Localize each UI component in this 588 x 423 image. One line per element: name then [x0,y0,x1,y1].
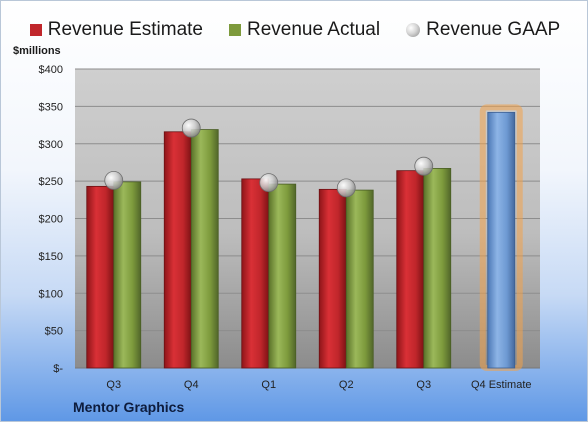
legend: Revenue Estimate Revenue Actual Revenue … [1,17,588,43]
y-axis-unit-label: $millions [13,45,61,57]
gaap-marker [336,178,356,198]
bar-estimate-forecast [487,111,516,369]
y-tick-label: $250 [39,176,63,188]
bar-actual [345,189,374,369]
bar-estimate [163,131,192,369]
legend-label-gaap: Revenue GAAP [426,19,561,40]
bar-estimate [396,170,425,369]
x-tick-label: Q2 [339,379,354,391]
y-tick-label: $50 [45,326,63,338]
gridlines [75,68,540,369]
gaap-marker [414,156,434,176]
y-tick-label: $150 [39,251,63,263]
x-tick-label: Q1 [261,379,276,391]
bar-estimate [86,185,115,369]
y-tick-label: $- [53,363,63,375]
y-axis-ticks: $- $50 $100 $150 $200 $250 $300 $350 $400 [39,64,64,375]
legend-swatch-actual [229,24,241,36]
y-tick-label: $400 [39,64,63,76]
x-tick-label: Q3 [106,379,121,391]
y-tick-label: $350 [39,101,63,113]
legend-swatch-estimate [29,24,42,36]
bar-estimate [318,188,347,369]
bars [86,104,523,371]
y-tick-label: $300 [39,139,63,151]
bar-actual [268,183,297,369]
x-tick-label: Q3 [416,379,431,391]
legend-item-actual: Revenue Actual [229,19,380,41]
y-tick-label: $200 [39,214,63,226]
x-tick-label: Q4 [184,379,199,391]
legend-item-gaap: Revenue GAAP [406,19,560,41]
gaap-marker [104,170,124,190]
x-axis-ticks: Q3 Q4 Q1 Q2 Q3 Q4 Estimate [106,379,531,391]
bar-estimate [241,178,270,369]
legend-label-actual: Revenue Actual [247,19,381,40]
gaap-markers [104,118,434,198]
gaap-marker [181,118,201,138]
gaap-marker [259,173,279,193]
bar-actual [423,168,452,369]
bar-actual [190,129,219,369]
y-tick-label: $100 [39,288,63,300]
company-name: Mentor Graphics [73,399,185,415]
legend-item-estimate: Revenue Estimate [29,19,203,41]
legend-swatch-gaap [406,23,421,37]
x-tick-label: Q4 Estimate [471,379,532,391]
legend-label-estimate: Revenue Estimate [47,19,203,40]
bar-actual [113,181,142,369]
